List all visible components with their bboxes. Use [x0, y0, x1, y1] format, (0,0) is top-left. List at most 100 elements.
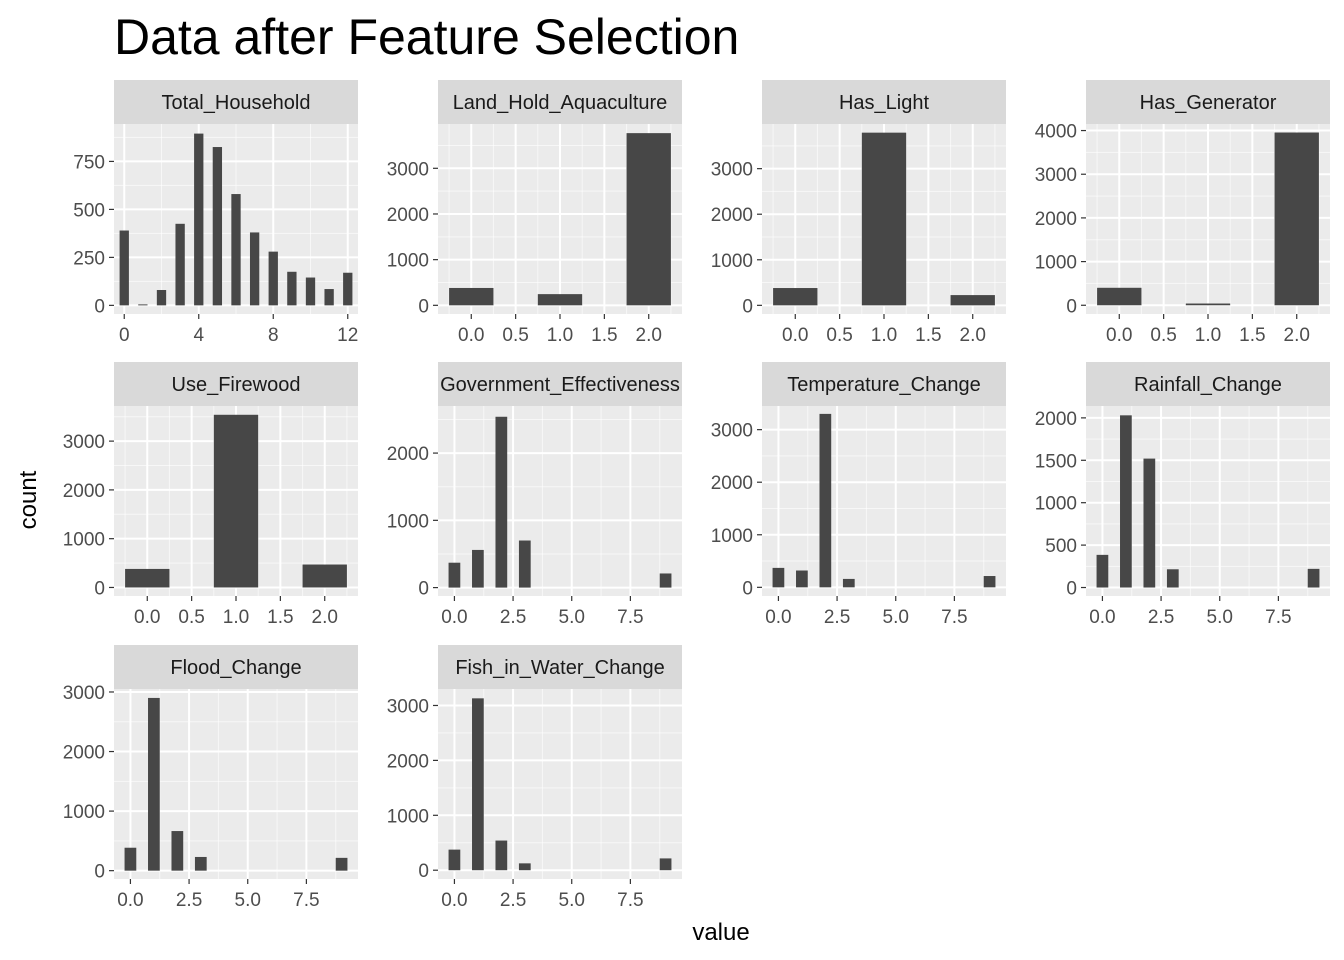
- histogram-bar: [842, 578, 855, 588]
- histogram-bar: [194, 133, 204, 306]
- facet-strip-label: Use_Firewood: [172, 374, 301, 396]
- histogram-bar: [194, 856, 207, 871]
- x-tick-label: 0.0: [441, 890, 467, 911]
- facet-panel: Temperature_Change 0.0 2.5 5.0 7.5 0 1000 2000 3…: [711, 362, 1006, 628]
- facet-strip: [762, 80, 1006, 124]
- y-tick-label: 1000: [63, 802, 105, 823]
- facet-panel: Government_Effectiveness 0.0 2.5 5.0 7.5 0 100…: [387, 362, 682, 628]
- facet-strip-label: Fish_in_Water_Change: [455, 657, 664, 679]
- y-axis-title: count: [15, 470, 42, 529]
- x-tick-label: 7.5: [617, 607, 643, 628]
- x-tick-label: 2.0: [636, 325, 662, 346]
- histogram-bar: [148, 697, 160, 871]
- y-tick-label: 2000: [1035, 409, 1077, 430]
- facet-strip-label: Government_Effectiveness: [440, 374, 680, 396]
- x-tick-label: 0.5: [826, 325, 852, 346]
- x-tick-label: 0.0: [1089, 607, 1115, 628]
- histogram-bar: [448, 849, 461, 871]
- histogram-bar: [796, 570, 808, 588]
- facet-strip: [1086, 362, 1330, 406]
- x-tick-label: 0.0: [458, 325, 484, 346]
- panel-background: [762, 406, 1006, 596]
- x-tick-label: 0.0: [134, 607, 160, 628]
- y-tick-label: 2000: [387, 205, 429, 226]
- y-tick-label: 1000: [387, 806, 429, 827]
- chart-title: Data after Feature Selection: [114, 9, 739, 65]
- y-tick-label: 0: [418, 296, 429, 317]
- facet-strip: [438, 645, 682, 689]
- histogram-bar: [212, 147, 223, 306]
- x-tick-label: 2.0: [1284, 325, 1310, 346]
- facet-strip: [114, 80, 358, 124]
- y-tick-label: 3000: [1035, 165, 1077, 186]
- y-tick-label: 0: [94, 296, 105, 317]
- y-tick-label: 0: [1066, 579, 1077, 600]
- y-tick-label: 1000: [711, 526, 753, 547]
- y-tick-label: 2000: [711, 473, 753, 494]
- facet-strip: [438, 362, 682, 406]
- y-tick-label: 3000: [387, 159, 429, 180]
- histogram-bar: [773, 288, 818, 306]
- y-tick-label: 3000: [711, 160, 753, 181]
- histogram-bar: [1096, 554, 1109, 588]
- histogram-bar: [861, 132, 907, 306]
- x-tick-label: 5.0: [235, 890, 261, 911]
- facet-panel: Flood_Change 0.0 2.5 5.0 7.5 0 1000 2000 3000: [63, 645, 358, 911]
- x-tick-label: 0.0: [782, 325, 808, 346]
- histogram-bar: [537, 294, 583, 306]
- y-tick-label: 1000: [63, 530, 105, 551]
- histogram-bar: [213, 414, 259, 588]
- y-tick-label: 2000: [387, 444, 429, 465]
- histogram-bar: [343, 272, 353, 306]
- histogram-bar: [819, 413, 832, 588]
- histogram-bar: [124, 847, 137, 871]
- x-tick-label: 8: [268, 325, 279, 346]
- facet-panel: Total_Household 0 4 8 12 0 250 500 750: [73, 80, 358, 346]
- x-tick-label: 1.5: [915, 325, 941, 346]
- facet-strip-label: Has_Generator: [1140, 92, 1277, 114]
- histogram-bar: [626, 133, 671, 306]
- x-tick-label: 0: [119, 325, 130, 346]
- x-tick-label: 5.0: [559, 607, 585, 628]
- histogram-bar: [231, 194, 241, 306]
- x-tick-label: 2.5: [500, 890, 526, 911]
- y-tick-label: 3000: [711, 421, 753, 442]
- y-tick-label: 4000: [1035, 122, 1077, 143]
- x-tick-label: 2.5: [824, 607, 850, 628]
- y-tick-label: 3000: [63, 683, 105, 704]
- y-tick-label: 1000: [1035, 253, 1077, 274]
- x-tick-label: 0.0: [1106, 325, 1132, 346]
- histogram-bar: [495, 416, 508, 588]
- histogram-bar: [125, 568, 170, 588]
- facet-strip: [114, 362, 358, 406]
- x-tick-label: 1.0: [547, 325, 573, 346]
- histogram-bar: [518, 540, 531, 588]
- facet-strip: [762, 362, 1006, 406]
- histogram-bar: [156, 290, 167, 306]
- histogram-bar: [302, 564, 347, 588]
- x-tick-label: 0.0: [441, 607, 467, 628]
- histogram-bar: [472, 549, 484, 588]
- y-tick-label: 0: [742, 578, 753, 599]
- histogram-bar: [1274, 132, 1319, 306]
- y-tick-label: 0: [742, 296, 753, 317]
- x-tick-label: 7.5: [941, 607, 967, 628]
- x-tick-label: 4: [193, 325, 204, 346]
- facet-strip: [114, 645, 358, 689]
- x-tick-label: 2.0: [312, 607, 338, 628]
- histogram-bar: [950, 295, 995, 306]
- facet-strip-label: Land_Hold_Aquaculture: [453, 92, 668, 114]
- x-tick-label: 5.0: [1207, 607, 1233, 628]
- y-tick-label: 2000: [387, 751, 429, 772]
- y-tick-label: 2000: [63, 743, 105, 764]
- facet-strip-label: Has_Light: [839, 92, 930, 114]
- histogram-bar: [287, 271, 297, 306]
- y-tick-label: 1000: [1035, 494, 1077, 515]
- x-tick-label: 0.5: [502, 325, 528, 346]
- histogram-bar: [772, 567, 785, 588]
- histogram-bar: [1185, 303, 1231, 306]
- x-tick-label: 7.5: [1265, 607, 1291, 628]
- histogram-bar: [268, 251, 278, 306]
- histogram-bar: [138, 304, 148, 306]
